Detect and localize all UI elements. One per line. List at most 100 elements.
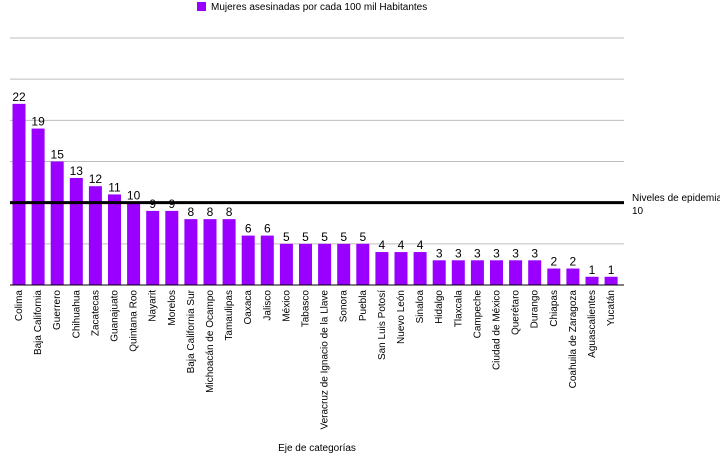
data-label: 5 [283,230,290,244]
data-label: 6 [245,222,252,236]
data-label: 2 [550,255,557,269]
data-label: 1 [589,263,596,277]
bar [165,210,179,285]
data-label: 3 [493,246,500,260]
x-tick-label: Chiapas [549,290,560,327]
x-tick-label: Tabasco [301,290,312,328]
data-label: 3 [474,246,481,260]
data-label: 8 [188,205,195,219]
bar [394,252,408,285]
bar [604,276,618,285]
x-tick-label: Guerrero [52,290,63,330]
x-tick-label: Coahuila de Zaragoza [568,290,579,389]
bar [509,260,523,285]
x-tick-label: Sinaloa [415,290,426,324]
bar [413,252,427,285]
x-tick-label: México [281,290,292,322]
x-tick-label: Veracruz de Ignacio de la Llave [320,290,331,430]
data-label: 2 [570,255,577,269]
x-tick-label: Ciudad de México [492,290,503,370]
data-label: 13 [70,164,84,178]
x-tick-label: Colima [14,290,25,322]
bar [146,210,160,285]
bar [241,235,255,285]
x-tick-label: Baja California Sur [186,289,197,373]
bar [69,177,83,285]
x-tick-label: Querétaro [511,290,522,335]
x-tick-label: Sonora [339,290,350,323]
x-tick-label: San Luis Potosí [377,290,388,360]
legend: Mujeres asesinadas por cada 100 mil Habi… [197,2,427,13]
bar [566,268,580,285]
data-label: 3 [455,246,462,260]
x-tick-label: Nuevo León [396,290,407,344]
data-label: 5 [359,230,366,244]
x-tick-label: Hidalgo [434,290,445,324]
bar [108,194,121,285]
bar [127,202,141,285]
x-tick-label: Baja California [33,290,44,355]
x-tick-label: Michoacán de Ocampo [205,290,216,393]
data-label: 5 [321,230,328,244]
data-label: 5 [302,230,309,244]
bar [184,219,198,285]
x-tick-label: Jalisco [262,290,273,321]
bar [432,260,446,285]
bar [203,219,217,285]
data-label: 11 [108,180,121,194]
bar [299,243,312,285]
data-label: 10 [127,189,141,203]
data-label: 6 [264,222,271,236]
reference-line-value: 10 [632,206,644,217]
bar [356,243,370,285]
data-labels: 221915131211109988866555554443333332211 [12,90,614,277]
bar [451,260,465,285]
legend-label: Mujeres asesinadas por cada 100 mil Habi… [211,2,427,13]
data-label: 3 [512,246,519,260]
data-label: 12 [89,172,103,186]
x-tick-label: Aguascalientes [587,290,598,358]
data-label: 1 [608,263,615,277]
gridlines [10,37,624,245]
x-tick-label: Chihuahua [71,290,82,339]
data-label: 5 [340,230,347,244]
bar [12,103,26,285]
bar [490,260,503,285]
data-label: 4 [379,238,386,252]
bar [547,268,561,285]
x-tick-label: Tamaulipas [224,290,235,341]
data-label: 3 [436,246,443,260]
x-tick-label: Campeche [472,290,483,339]
x-tick-label: Guanajuato [110,290,121,342]
reference-line-label: Niveles de epidemia [632,193,720,204]
bar [375,252,389,285]
bar [337,243,351,285]
bar [88,186,102,285]
x-tick-label: Quintana Roo [129,290,140,352]
bar [318,243,332,285]
bar [260,235,274,285]
data-label: 8 [226,205,233,219]
bar [222,219,236,285]
x-tick-label: Morelos [167,290,178,326]
x-tick-label: Zacatecas [90,290,101,336]
x-tick-label: Yucatán [606,290,617,326]
x-tick-label: Oaxaca [243,290,254,325]
x-axis-title: Eje de categorías [278,443,356,453]
x-tick-label: Durango [530,290,541,329]
x-tick-label: Tlaxcala [453,290,464,328]
x-tick-label: Nayarit [148,290,159,322]
bar [279,243,293,285]
data-label: 3 [531,246,538,260]
bars [12,103,618,285]
data-label: 4 [417,238,424,252]
legend-swatch [197,2,206,11]
bar [585,276,599,285]
data-label: 4 [398,238,405,252]
data-label: 15 [51,148,65,162]
x-tick-labels: Colima Baja California Guerrero Chihuahua Za… [14,289,617,429]
data-label: 19 [31,115,45,129]
x-tick-label: Puebla [358,290,369,322]
data-label: 22 [12,90,26,104]
